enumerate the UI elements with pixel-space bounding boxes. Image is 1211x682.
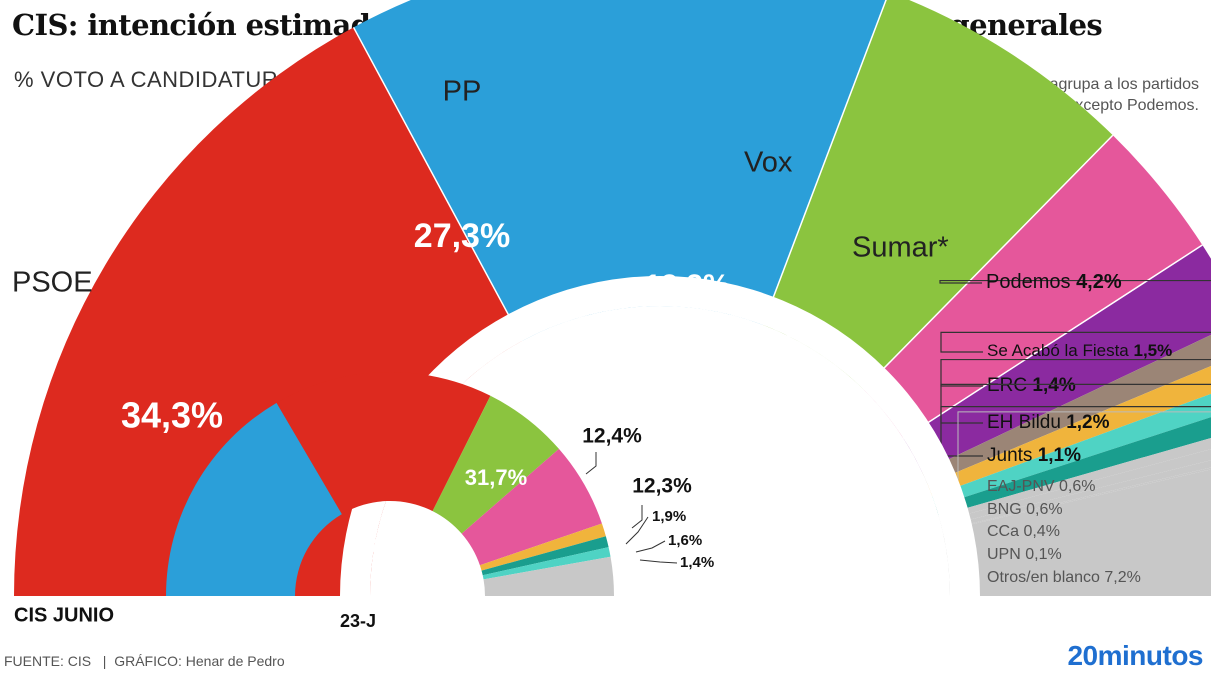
outer-slice-otros-en-blanco: [942, 469, 1211, 596]
inner-series-label: 23-J: [340, 611, 376, 631]
leader-line-eh-bildu: [940, 383, 1211, 424]
inner-slice-junts: [481, 536, 609, 576]
outer-slice-eaj-pnv: [938, 437, 1211, 522]
outer-party-label-psoe: PSOE: [12, 267, 93, 299]
chart-subtitle: % VOTO A CANDIDATURAS: [14, 67, 309, 92]
inner-value-label-junts: 1,6%: [668, 532, 702, 549]
outer-value-label-pp: 27,3%: [414, 217, 510, 255]
inner-leader-vox: [585, 452, 597, 475]
outer-party-label-sumar: Sumar*: [852, 232, 949, 264]
outer-small-label-junts: Junts 1,1%: [987, 445, 1081, 466]
outer-slice-cca: [941, 460, 1211, 531]
outer-slice-bng: [940, 449, 1211, 527]
outer-slice-se-acabo-la-fiesta: [922, 334, 1211, 485]
inner-value-label-pp: 33,1%: [353, 532, 415, 557]
outer-slice-pp: [353, 0, 887, 341]
outer-slice-sumar: [863, 135, 1203, 439]
outer-others-label-bng: BNG 0,6%: [987, 501, 1063, 518]
outer-slice-erc: [927, 365, 1211, 497]
outer-small-label-podemos: Podemos 4,2%: [986, 271, 1122, 293]
inner-value-label-sumar: 12,3%: [632, 475, 692, 498]
outer-others-label-eaj-pnv: EAJ-PNV 0,6%: [987, 478, 1095, 495]
inner-leader-erc: [625, 516, 649, 545]
inner-slice-pp: [166, 402, 342, 596]
leader-line-junts: [940, 406, 1211, 457]
outer-slice-vox: [762, 0, 1113, 390]
outer-slice-upn: [942, 467, 1211, 532]
outer-others-label-otros-en-blanco: Otros/en blanco 7,2%: [987, 569, 1141, 586]
outer-value-label-psoe: 34,3%: [121, 395, 223, 436]
outer-separator: [862, 134, 1114, 390]
outer-party-label-vox: Vox: [744, 147, 793, 179]
inner-leader-sumar: [631, 505, 643, 529]
outer-others-label-cca: CCa 0,4%: [987, 523, 1060, 540]
inner-slice-eh-bildu: [482, 547, 611, 580]
leader-line-podemos: [939, 279, 1211, 284]
outer-small-label-se-acabo-la-fiesta: Se Acabó la Fiesta 1,5%: [987, 341, 1172, 360]
inner-value-label-vox: 12,4%: [582, 425, 642, 448]
inner-leader-junts: [635, 540, 666, 553]
inner-slice-vox: [432, 395, 559, 534]
outer-slice-eh-bildu: [932, 393, 1211, 507]
brand-logo: 20minutos: [1067, 640, 1203, 671]
inner-value-label-psoe: 31,7%: [465, 465, 527, 490]
outer-others-label-upn: UPN 0,1%: [987, 546, 1062, 563]
leader-line-erc: [940, 358, 1211, 387]
leader-line-se-acabo-la-fiesta: [940, 331, 1211, 353]
outer-small-label-erc: ERC 1,4%: [987, 375, 1076, 396]
inner-value-label-erc: 1,9%: [652, 508, 686, 525]
outer-slice-podemos: [903, 245, 1211, 472]
outer-separator: [762, 0, 887, 326]
outer-small-label-eh-bildu: EH Bildu 1,2%: [987, 412, 1110, 433]
source-credit: FUENTE: CIS | GRÁFICO: Henar de Pedro: [4, 653, 285, 669]
inner-leader-eh-bildu: [639, 559, 678, 564]
outer-party-label-pp: PP: [443, 76, 482, 108]
outer-series-label: CIS JUNIO: [14, 604, 114, 626]
inner-slice-psoe: [276, 371, 491, 515]
inner-slice-otros: [483, 556, 614, 596]
inner-slice-erc: [479, 523, 606, 571]
inner-value-label-eh-bildu: 1,4%: [680, 554, 714, 571]
outer-separator: [352, 26, 524, 342]
outer-slice-junts: [935, 417, 1211, 517]
inner-slice-sumar: [461, 448, 602, 566]
